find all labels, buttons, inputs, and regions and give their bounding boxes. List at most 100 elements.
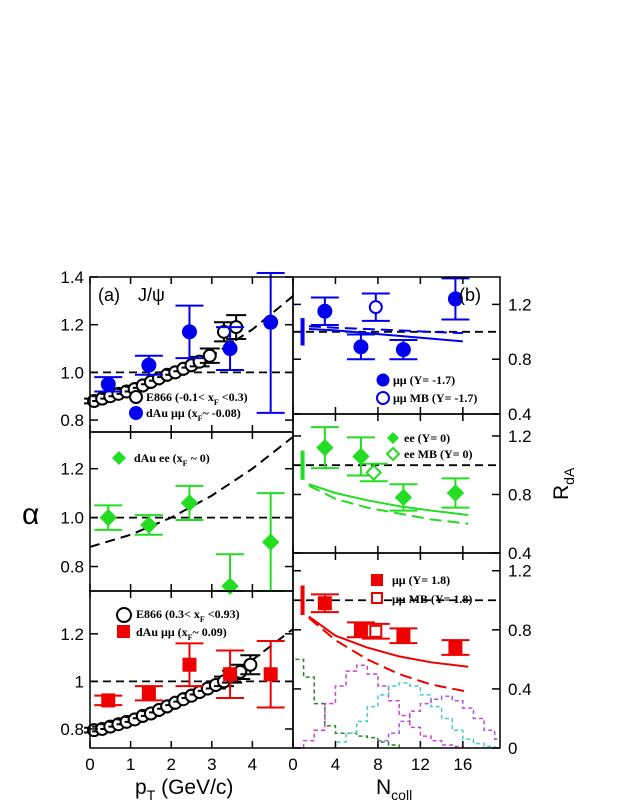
global-error-bar xyxy=(300,450,305,480)
data-point xyxy=(317,596,332,611)
legend-marker-dau-blue xyxy=(129,406,143,420)
legend-text-ee-mb-mid: ee MB (Y= 0) xyxy=(404,447,472,461)
y-axis-label-alpha: α xyxy=(22,498,39,531)
series-a1-1 xyxy=(94,272,285,414)
dashed-curve xyxy=(308,325,463,335)
y-tick-label: 1.2 xyxy=(60,316,84,335)
series-b3-1 xyxy=(361,622,390,640)
histogram-2 xyxy=(334,682,496,748)
y-axis-label-rda-main: R xyxy=(550,485,573,500)
x-tick-label: 1 xyxy=(126,755,135,774)
panel-a3: 0.8 1 1.2 0 1 2 3 4 xyxy=(60,590,294,774)
data-point xyxy=(447,291,463,307)
data-point xyxy=(396,628,411,643)
legend-dau-ee-sub: F xyxy=(183,459,188,468)
dashed-curve xyxy=(90,628,293,733)
legend-dau-a1-post: ~ -0.08) xyxy=(203,406,241,420)
x-tick-label: 0 xyxy=(85,755,94,774)
series-b2-1 xyxy=(359,462,388,483)
legend-e866-a1-pre: E866 (-0.1< x xyxy=(146,390,214,404)
x-axis-label-pt-main: p xyxy=(135,776,147,799)
legend-b1: μμ (Y= -1.7) μμ MB (Y= -1.7) xyxy=(376,373,477,405)
solid-curve xyxy=(308,615,469,668)
data-point xyxy=(99,508,117,527)
legend-marker-dau-red xyxy=(117,625,130,638)
y-tick-label: 0.8 xyxy=(508,485,532,504)
legend-marker-ee-mb-mid xyxy=(385,446,401,462)
data-point xyxy=(352,447,370,466)
y-axis-label-rda: RdA xyxy=(550,467,577,500)
series-b1-1 xyxy=(361,292,390,322)
y-tick-label: 1.2 xyxy=(60,460,84,479)
plot-area-a2 xyxy=(90,436,293,548)
legend-text-dau-a3: dAu μμ (xF~ 0.09) xyxy=(136,625,227,642)
x-tick-label: 3 xyxy=(207,755,216,774)
data-point xyxy=(101,693,116,708)
y-tick-label: 0.8 xyxy=(60,411,84,430)
data-point xyxy=(100,376,116,392)
legend-b3: μμ (Y= 1.8) μμ MB (Y= 1.8) xyxy=(371,573,472,606)
y-tick-label: 0.8 xyxy=(508,621,532,640)
legend-text-dau-ee: dAu ee (xF ~ 0) xyxy=(134,451,210,468)
legend-a1: E866 (-0.1< xF <0.3) dAu μμ (xF~ -0.08) xyxy=(129,390,248,423)
data-point xyxy=(140,516,158,534)
x-axis-label-pt-sub: T xyxy=(147,787,156,803)
panel-b1: 0.4 0.8 1.2 (b) xyxy=(292,276,532,424)
legend-marker-ee-mid xyxy=(387,432,399,444)
data-point xyxy=(316,438,334,457)
panel-a1: 0.8 1.0 1.2 1.4 (a) J/ψ xyxy=(60,268,294,433)
data-point xyxy=(181,324,197,340)
x-tick-label: 2 xyxy=(166,755,175,774)
data-point xyxy=(446,484,465,502)
y-tick-label: 1 xyxy=(75,672,84,691)
y-tick-label: 0.8 xyxy=(508,350,532,369)
solid-curve xyxy=(308,483,469,516)
histogram-3 xyxy=(377,695,500,748)
data-point xyxy=(141,686,156,701)
x-tick-label: 8 xyxy=(373,755,382,774)
data-point xyxy=(243,657,258,672)
legend-text-mumu-south: μμ (Y= -1.7) xyxy=(393,373,455,387)
data-point xyxy=(141,357,157,373)
y-tick-label: 0.8 xyxy=(60,720,84,739)
legend-dau-a3-pre: dAu μμ (x xyxy=(136,625,188,639)
histogram-1 xyxy=(302,664,485,748)
legend-text-e866-a1: E866 (-0.1< xF <0.3) xyxy=(146,390,248,407)
data-point xyxy=(223,667,238,682)
particle-label: J/ψ xyxy=(138,285,165,305)
series-b1-0 xyxy=(310,277,470,361)
panel-label-a1: (a) xyxy=(98,285,120,305)
y-tick-label: 0.8 xyxy=(60,558,84,577)
legend-a2: dAu ee (xF ~ 0) xyxy=(112,451,210,468)
histogram-0 xyxy=(293,658,400,748)
data-point xyxy=(317,303,333,319)
panel-b3: 0 0.4 0.8 1.2 0 4 8 12 16 xyxy=(288,552,532,774)
legend-e866-a1-post: <0.3) xyxy=(219,390,248,404)
legend-dau-a3-post: ~ 0.09) xyxy=(193,625,227,639)
solid-curve xyxy=(308,328,463,343)
y-axis-label-rda-sub: dA xyxy=(561,467,577,485)
y-tick-label: 1.2 xyxy=(508,427,532,446)
legend-text-e866-a3: E866 (0.3< xF <0.93) xyxy=(136,607,240,624)
data-point xyxy=(263,667,278,682)
global-error-bar xyxy=(300,585,305,616)
plot-area-b3 xyxy=(293,599,500,748)
dashed-curve xyxy=(308,484,469,525)
data-point xyxy=(368,300,383,315)
legend-marker-mumu-north xyxy=(371,574,383,586)
legend-marker-dau-ee xyxy=(112,451,126,465)
data-point xyxy=(353,339,369,355)
data-point xyxy=(221,577,239,595)
legend-text-ee-mid: ee (Y= 0) xyxy=(404,431,450,445)
y-tick-label: 1.4 xyxy=(60,268,84,287)
y-tick-label: 0.4 xyxy=(508,680,532,699)
data-point xyxy=(365,464,383,481)
legend-dau-ee-pre: dAu ee (x xyxy=(134,451,183,465)
data-point xyxy=(261,533,280,551)
series-a2-0 xyxy=(94,484,285,595)
legend-text-mumu-mb-south: μμ MB (Y= -1.7) xyxy=(393,391,477,405)
data-point xyxy=(222,341,238,357)
data-point xyxy=(180,494,199,512)
x-axis-label-ncoll-main: N xyxy=(376,776,391,799)
legend-text-mumu-north: μμ (Y= 1.8) xyxy=(392,573,450,587)
